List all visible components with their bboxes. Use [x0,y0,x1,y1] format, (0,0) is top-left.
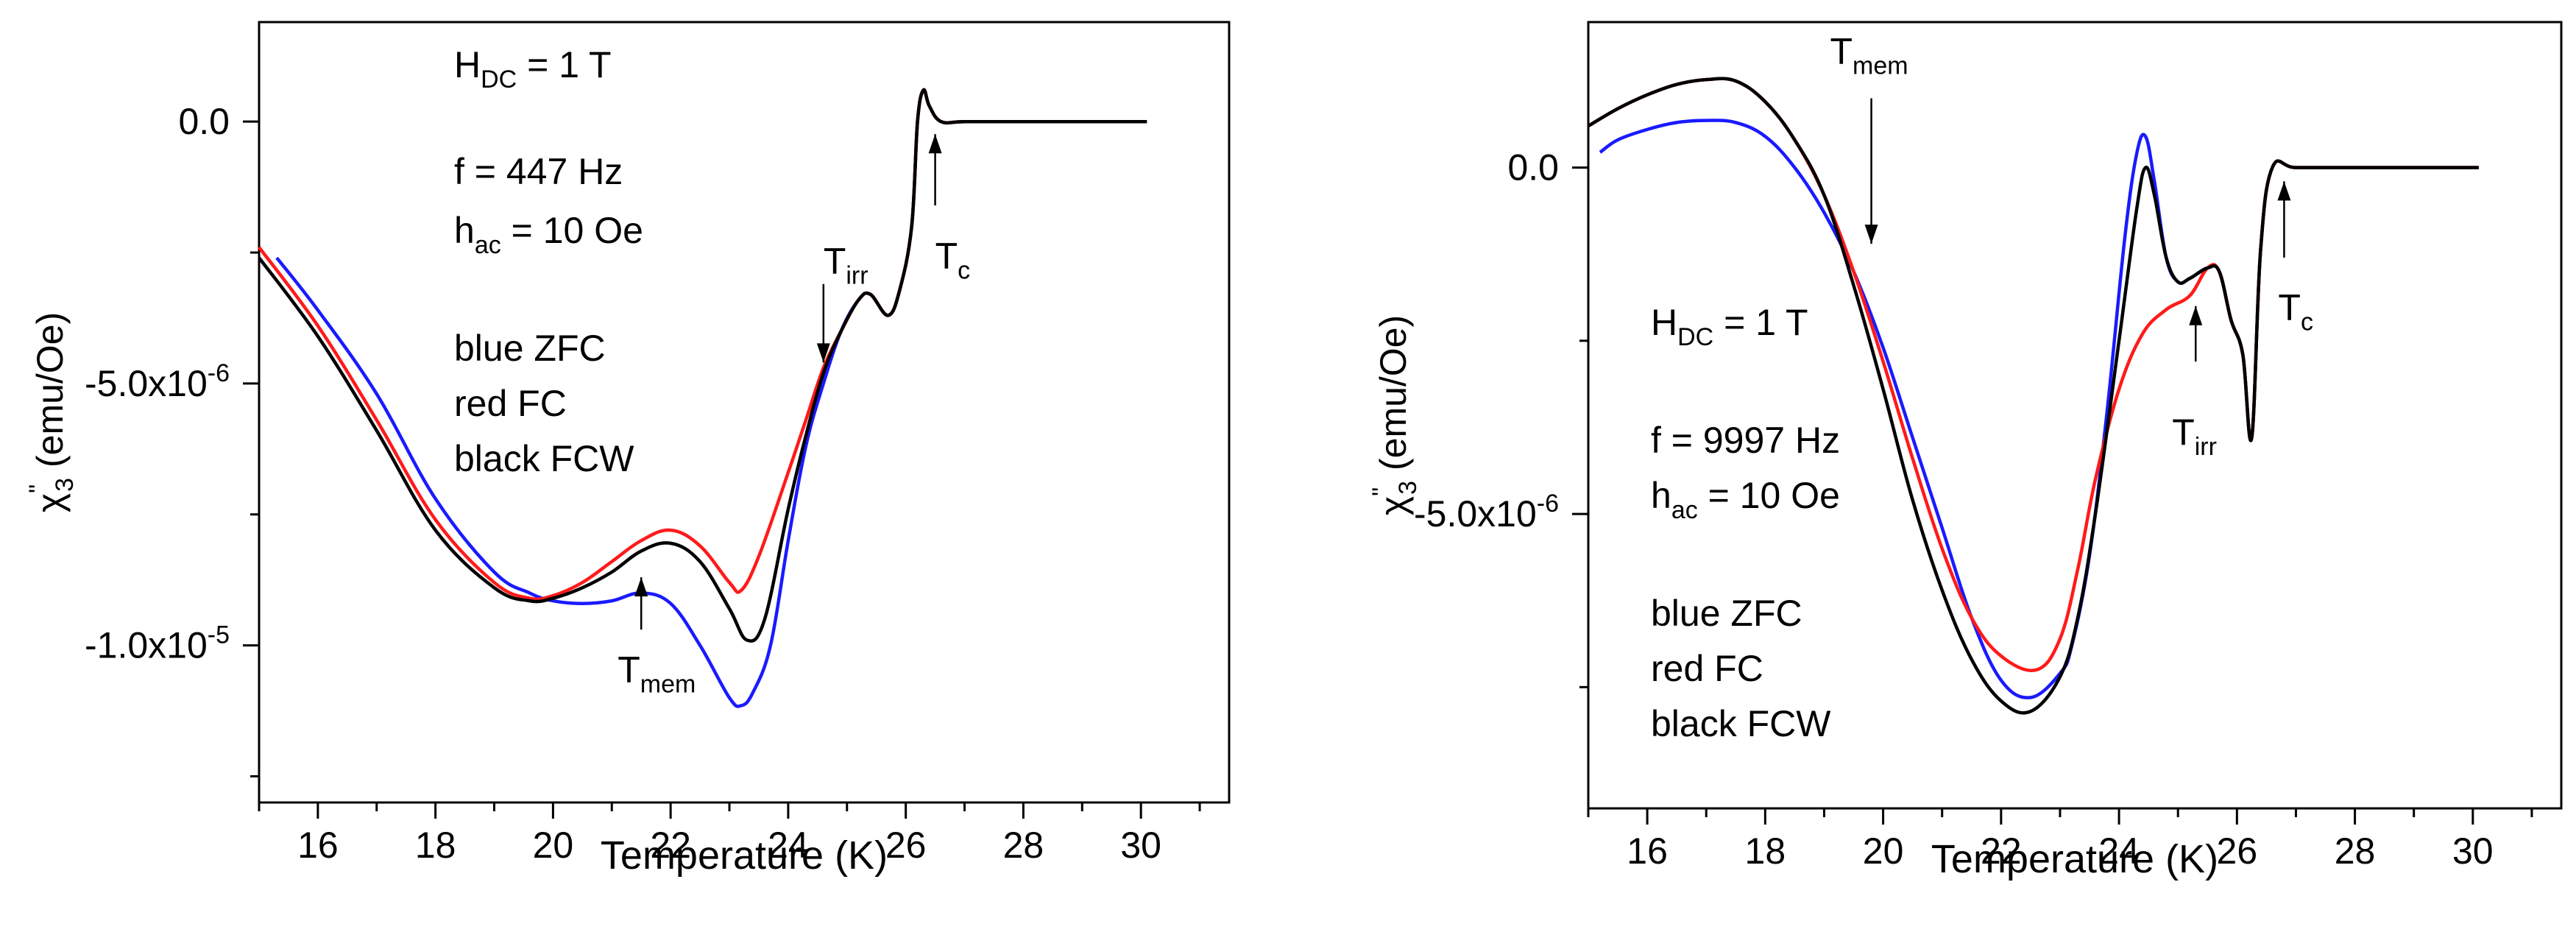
y-tick-label: 0.0 [178,101,230,142]
x-tick-label: 20 [533,825,574,866]
series-line-zfc [275,88,1147,708]
legend-entry: blue ZFC [1651,593,1802,634]
annotation-t-mem: Tmem [618,649,696,698]
legend-entry: red FC [454,383,567,424]
annotation-arrow-head [2277,181,2291,201]
y-tick-label: -1.0x10-5 [85,621,230,666]
legend-entry: blue ZFC [454,328,606,369]
y-tick-label: -5.0x10-6 [1414,490,1559,534]
x-tick-label: 16 [297,825,339,866]
field-label: HDC = 1 T [454,44,612,94]
series-line-fcw [1587,77,2479,715]
x-tick-label: 22 [1981,830,2022,872]
frequency-label: f = 9997 Hz [1651,420,1840,461]
ac-field-label: hac = 10 Oe [454,210,643,259]
y-tick-label: 0.0 [1507,147,1559,188]
series-line-fc [258,88,1147,601]
x-tick-label: 22 [650,825,691,866]
series-line-fcw [258,88,1147,643]
ac-field-label: hac = 10 Oe [1651,475,1840,524]
y-axis-label: χ"3 (emu/Oe) [1367,315,1422,515]
annotation-arrow-head [816,343,830,363]
x-tick-label: 30 [2452,830,2494,872]
x-tick-label: 24 [2098,830,2140,872]
x-tick-label: 18 [1745,830,1786,872]
x-tick-label: 18 [415,825,456,866]
annotation-t-c: Tc [935,235,971,284]
annotation-arrow-head [634,577,648,597]
x-tick-label: 30 [1120,825,1161,866]
plot-frame [1587,21,2563,810]
annotation-arrow-head [928,134,942,154]
x-axis-label: Temperature (K) [1931,837,2218,881]
legend-entry: black FCW [454,438,634,479]
legend-entry: red FC [1651,648,1763,689]
chart-panel-2: 16 18 20 22 24 26 28 30 0.0 -5.0x10-6 Temperature … [1367,21,2563,881]
x-tick-label: 28 [1003,825,1044,866]
y-axis-label: χ"3 (emu/Oe) [24,312,79,512]
field-label: HDC = 1 T [1651,302,1808,351]
frequency-label: f = 447 Hz [454,151,623,192]
legend-entry: black FCW [1651,703,1831,744]
x-tick-label: 20 [1863,830,1904,872]
annotation-t-irr: Tirr [2172,412,2217,461]
plot-frame [258,21,1231,804]
annotation-t-irr: Tirr [824,240,868,289]
x-tick-label: 26 [885,825,927,866]
chart-panel-1: 16 18 20 22 24 26 28 30 0.0 -5.0x10-6 -1.0x10-5 Tem… [24,21,1231,878]
y-tick-label: -5.0x10-6 [85,359,230,404]
x-tick-label: 26 [2217,830,2258,872]
annotation-arrow-head [2189,306,2203,325]
x-tick-label: 24 [768,825,809,866]
x-tick-label: 28 [2335,830,2376,872]
annotation-t-mem: Tmem [1830,30,1908,80]
x-tick-label: 16 [1627,830,1668,872]
annotation-t-c: Tc [2278,287,2313,336]
x-axis-label: Temperature (K) [601,833,888,878]
annotation-arrow-head [1864,225,1878,244]
